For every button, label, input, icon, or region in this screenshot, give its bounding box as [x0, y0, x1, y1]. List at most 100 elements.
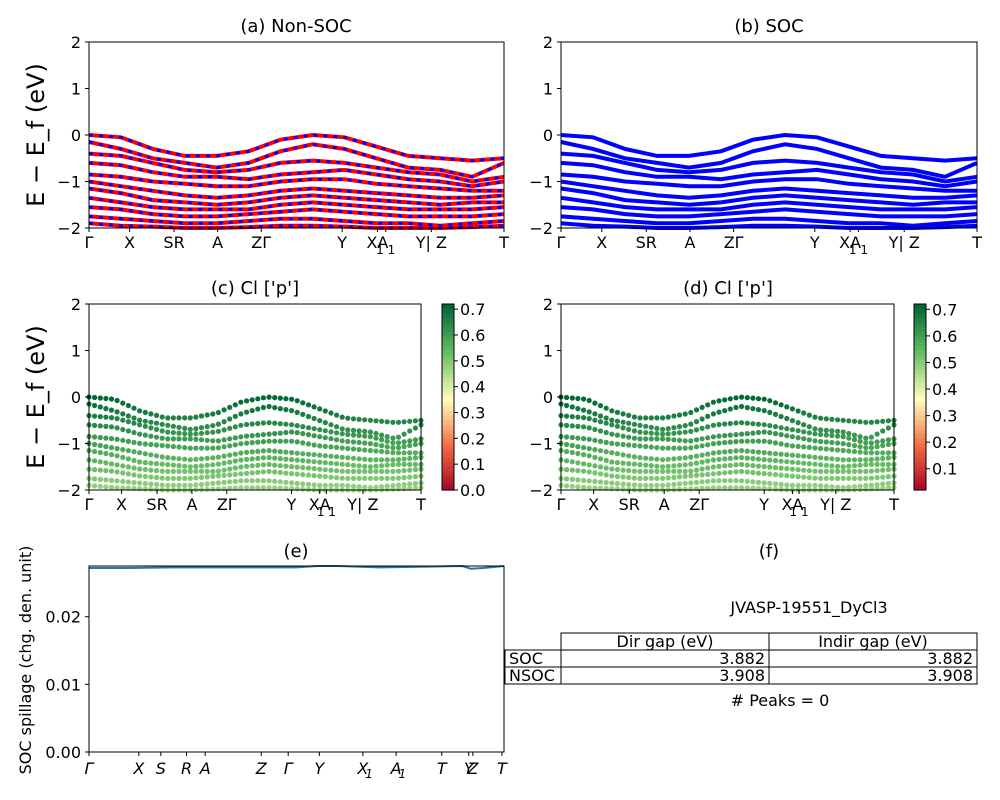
- projection-point: [210, 468, 216, 474]
- projection-point: [693, 467, 700, 473]
- projection-point: [407, 455, 413, 462]
- projection-point: [266, 485, 272, 491]
- projection-point: [851, 432, 858, 438]
- projection-point: [204, 455, 210, 461]
- projection-point: [564, 441, 570, 448]
- projection-point: [401, 461, 407, 467]
- projection-point: [345, 468, 351, 474]
- colorbar-gradient-step: [442, 327, 454, 333]
- projection-point: [165, 436, 171, 442]
- projection-point: [761, 480, 767, 486]
- projection-point: [710, 441, 717, 447]
- projection-point: [114, 462, 120, 468]
- projection-point: [851, 463, 858, 469]
- projection-point: [334, 444, 340, 450]
- projection-point: [676, 455, 683, 461]
- ktick-label: XA: [309, 495, 331, 514]
- colorbar-gradient-step: [442, 345, 454, 352]
- projection-point: [812, 482, 818, 488]
- colorbar-gradient-step: [914, 434, 926, 440]
- projection-point: [569, 449, 575, 456]
- projection-point: [660, 482, 666, 488]
- projection-point: [210, 455, 216, 461]
- projection-point: [648, 463, 654, 469]
- projection-point: [379, 443, 385, 449]
- projection-point: [182, 445, 188, 451]
- projection-point: [710, 457, 717, 463]
- projection-point: [586, 409, 592, 415]
- projection-point: [407, 481, 413, 487]
- projection-point: [755, 463, 762, 469]
- projection-point: [750, 438, 756, 444]
- projection-point: [778, 472, 784, 478]
- projection-point: [739, 420, 745, 426]
- projection-point: [362, 440, 368, 446]
- soc-band: [560, 140, 978, 179]
- colorbar-tick-label: 0.2: [932, 433, 957, 452]
- projection-point: [125, 419, 131, 425]
- ytick-label: 0.02: [45, 608, 81, 627]
- projection-point: [345, 427, 351, 433]
- projection-point: [311, 415, 317, 422]
- projection-point: [733, 395, 739, 401]
- projection-point: [575, 395, 581, 402]
- projection-point: [592, 454, 598, 460]
- projection-point: [592, 411, 598, 417]
- ktick-label: A: [186, 495, 197, 514]
- projection-point: [592, 426, 598, 433]
- projection-point: [395, 419, 402, 425]
- projection-point: [575, 468, 581, 474]
- projection-point: [688, 454, 694, 460]
- projection-point: [688, 480, 694, 486]
- projection-point: [165, 455, 171, 461]
- projection-point: [159, 454, 165, 460]
- projection-point: [300, 481, 306, 487]
- projection-point: [221, 437, 227, 443]
- projection-point: [801, 410, 807, 416]
- projection-point: [750, 449, 756, 455]
- nsoc-band: [88, 205, 505, 219]
- ytick-label: −1: [529, 435, 553, 454]
- projection-point: [300, 400, 306, 406]
- projection-point: [305, 465, 312, 471]
- projection-point: [120, 411, 126, 417]
- ytick-label: 0: [71, 126, 81, 145]
- soc-band: [560, 195, 978, 212]
- projection-point: [390, 440, 396, 446]
- projection-point: [272, 395, 278, 401]
- projection-point: [92, 402, 98, 409]
- projection-point: [795, 453, 801, 459]
- projection-point: [137, 473, 143, 479]
- projection-point: [339, 426, 345, 432]
- colorbar-gradient-step: [914, 480, 926, 486]
- projection-point: [671, 474, 677, 480]
- projection-point: [153, 453, 160, 459]
- projection-point: [283, 438, 289, 444]
- projection-point: [103, 414, 109, 420]
- ytick-label: 1: [71, 342, 81, 361]
- projection-point: [767, 457, 773, 463]
- colorbar-tick-label: 0.4: [932, 380, 957, 399]
- projection-point: [395, 486, 402, 492]
- projection-point: [249, 397, 255, 403]
- projection-point: [801, 444, 807, 450]
- ktick-label: Y: [758, 495, 769, 514]
- projection-point: [204, 474, 210, 480]
- projection-point: [648, 475, 654, 481]
- projection-point: [620, 467, 626, 473]
- ktick-label: Z: [466, 759, 479, 778]
- projection-point: [108, 436, 115, 442]
- projection-point: [108, 424, 115, 430]
- ktick-label: A: [659, 495, 670, 514]
- projection-point: [643, 482, 649, 488]
- projection-point: [322, 460, 328, 466]
- projection-point: [835, 447, 841, 453]
- projection-point: [362, 463, 368, 469]
- projection-point: [637, 468, 643, 474]
- projection-point: [356, 446, 362, 453]
- projection-point: [373, 430, 379, 437]
- projection-point: [835, 463, 841, 469]
- projection-point: [260, 478, 266, 484]
- projection-point: [221, 460, 227, 466]
- projection-point: [671, 481, 677, 487]
